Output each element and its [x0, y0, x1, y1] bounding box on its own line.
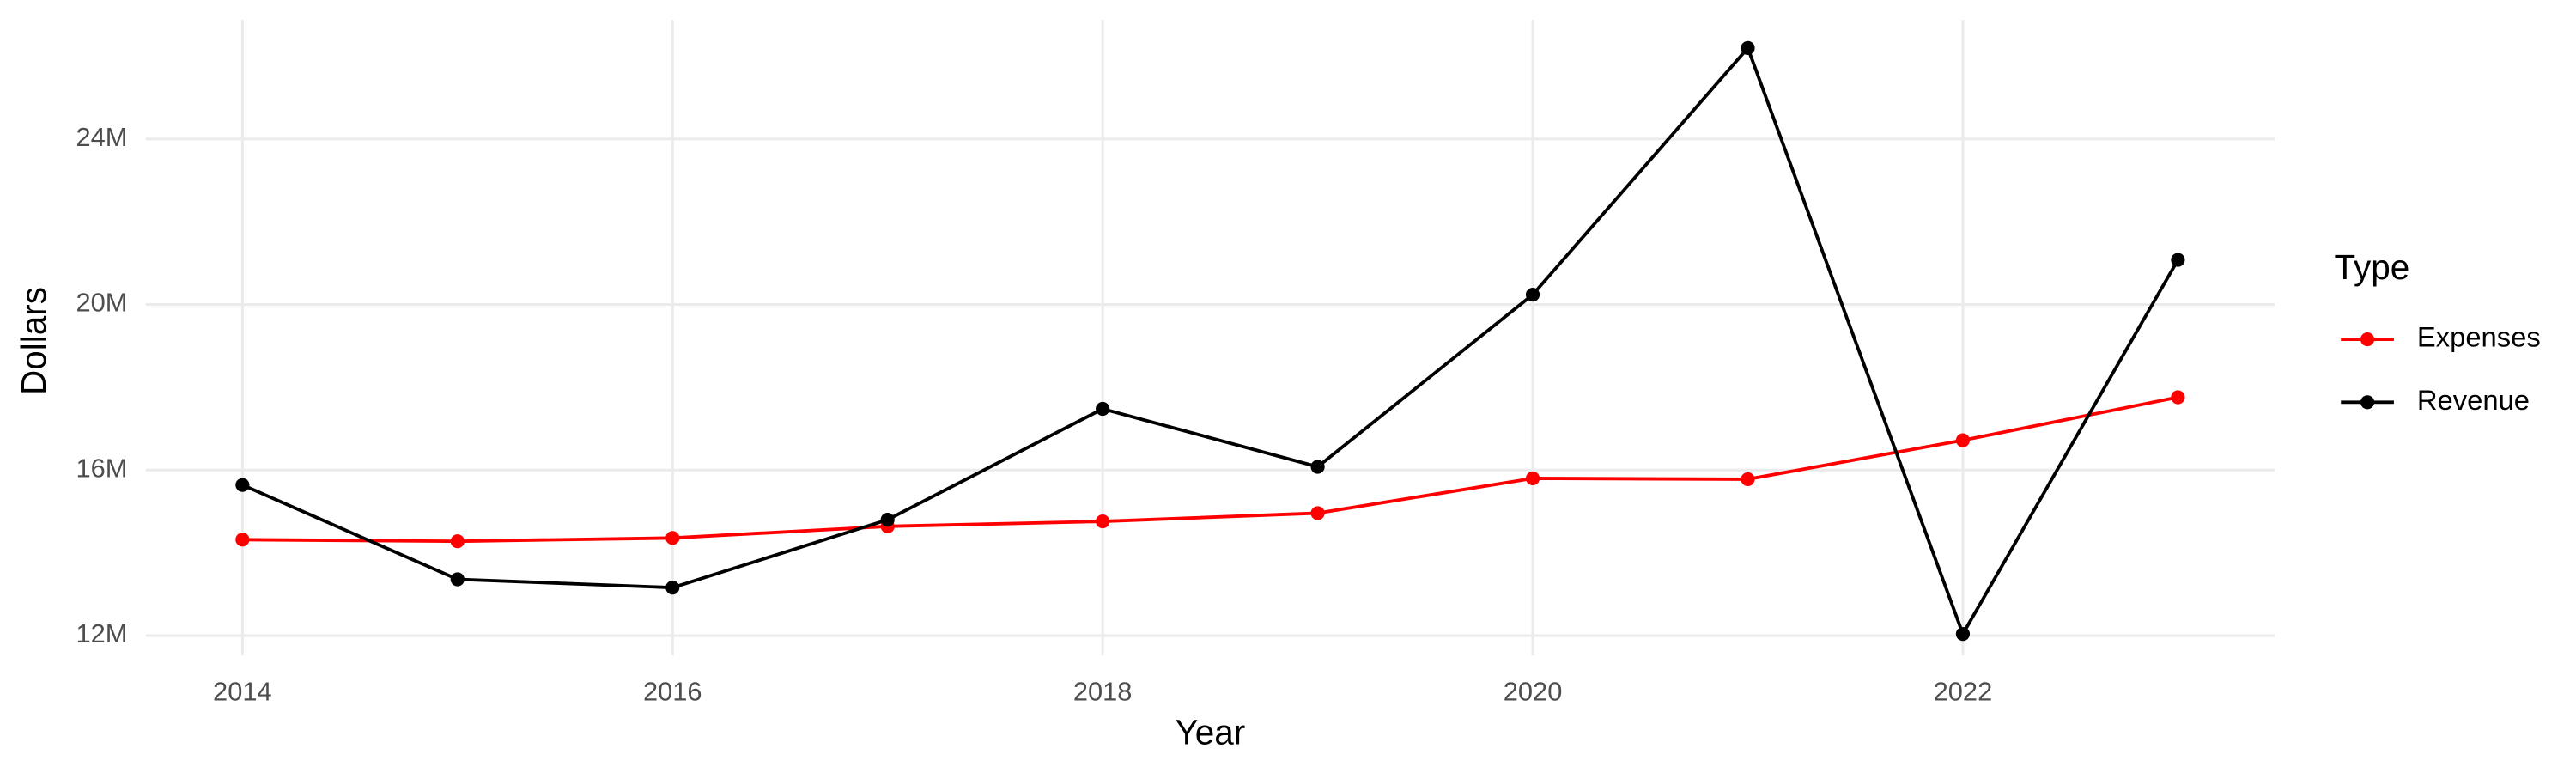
series-line [242, 395, 2178, 544]
y-tick-label: 12M [76, 618, 127, 648]
legend-label: Expenses [2417, 321, 2541, 353]
data-point [235, 533, 250, 547]
data-point [1525, 471, 1540, 486]
y-axis-title: Dollars [14, 287, 53, 395]
x-tick-label: 2014 [213, 677, 272, 707]
legend-key-point [2360, 395, 2375, 410]
y-tick-label: 16M [76, 453, 127, 483]
data-point [1741, 40, 1755, 55]
data-point [1741, 472, 1755, 487]
y-tick-label: 24M [76, 122, 127, 152]
data-point [235, 478, 250, 492]
data-point [2171, 253, 2185, 267]
data-point [1096, 401, 1110, 417]
data-point [665, 531, 680, 545]
x-tick-label: 2018 [1073, 677, 1133, 707]
data-point [1096, 514, 1110, 529]
data-point [1525, 287, 1540, 302]
legend-label: Revenue [2417, 384, 2530, 416]
data-point [1310, 460, 1325, 474]
data-point [1955, 627, 1971, 642]
data-point [2171, 390, 2185, 405]
legend-title: Type [2335, 247, 2410, 287]
series-line [241, 45, 2180, 638]
x-tick-label: 2020 [1504, 677, 1563, 707]
x-axis-title: Year [1175, 712, 1245, 752]
data-point [880, 513, 895, 527]
data-point [450, 572, 465, 587]
x-tick-label: 2022 [1934, 677, 1993, 707]
data-point [450, 534, 465, 549]
data-point [1955, 433, 1971, 447]
data-point [1310, 506, 1325, 520]
x-tick-label: 2016 [643, 677, 702, 707]
y-tick-label: 20M [76, 288, 127, 318]
data-point [665, 581, 680, 595]
legend-key-point [2360, 332, 2375, 347]
